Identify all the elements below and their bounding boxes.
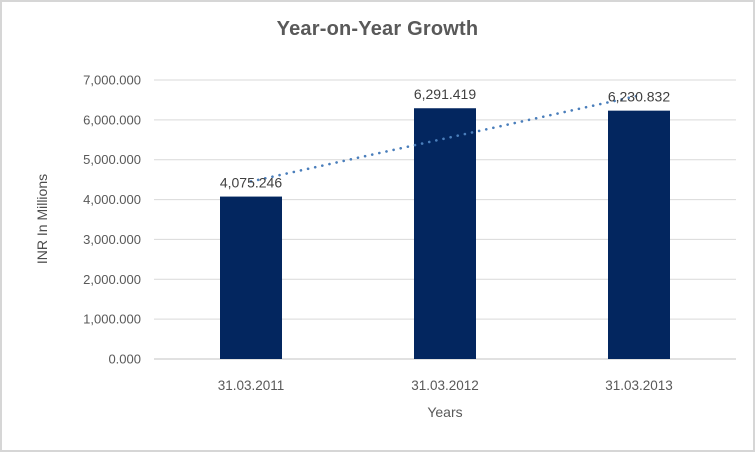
y-tick-label: 4,000.000 (83, 192, 141, 207)
y-tick-label: 5,000.000 (83, 152, 141, 167)
x-category-label: 31.03.2012 (411, 378, 479, 393)
y-tick-label: 2,000.000 (83, 272, 141, 287)
trendline (249, 94, 641, 183)
y-tick-label: 6,000.000 (83, 112, 141, 127)
x-axis-title: Years (427, 404, 463, 420)
y-tick-label: 3,000.000 (83, 232, 141, 247)
x-category-label: 31.03.2011 (218, 378, 285, 393)
data-label: 6,291.419 (414, 86, 476, 102)
x-category-label: 31.03.2013 (605, 378, 673, 393)
data-label: 4,075.246 (220, 175, 282, 191)
bar-31.03.2012 (414, 108, 476, 360)
data-label: 6,230.832 (608, 89, 670, 105)
y-tick-label: 1,000.000 (83, 312, 141, 327)
y-tick-label: 0.000 (108, 352, 141, 367)
chart-title: Year-on-Year Growth (276, 18, 479, 40)
bar-31.03.2011 (220, 196, 282, 359)
bar-31.03.2013 (608, 110, 670, 360)
y-tick-label: 7,000.000 (83, 73, 141, 88)
